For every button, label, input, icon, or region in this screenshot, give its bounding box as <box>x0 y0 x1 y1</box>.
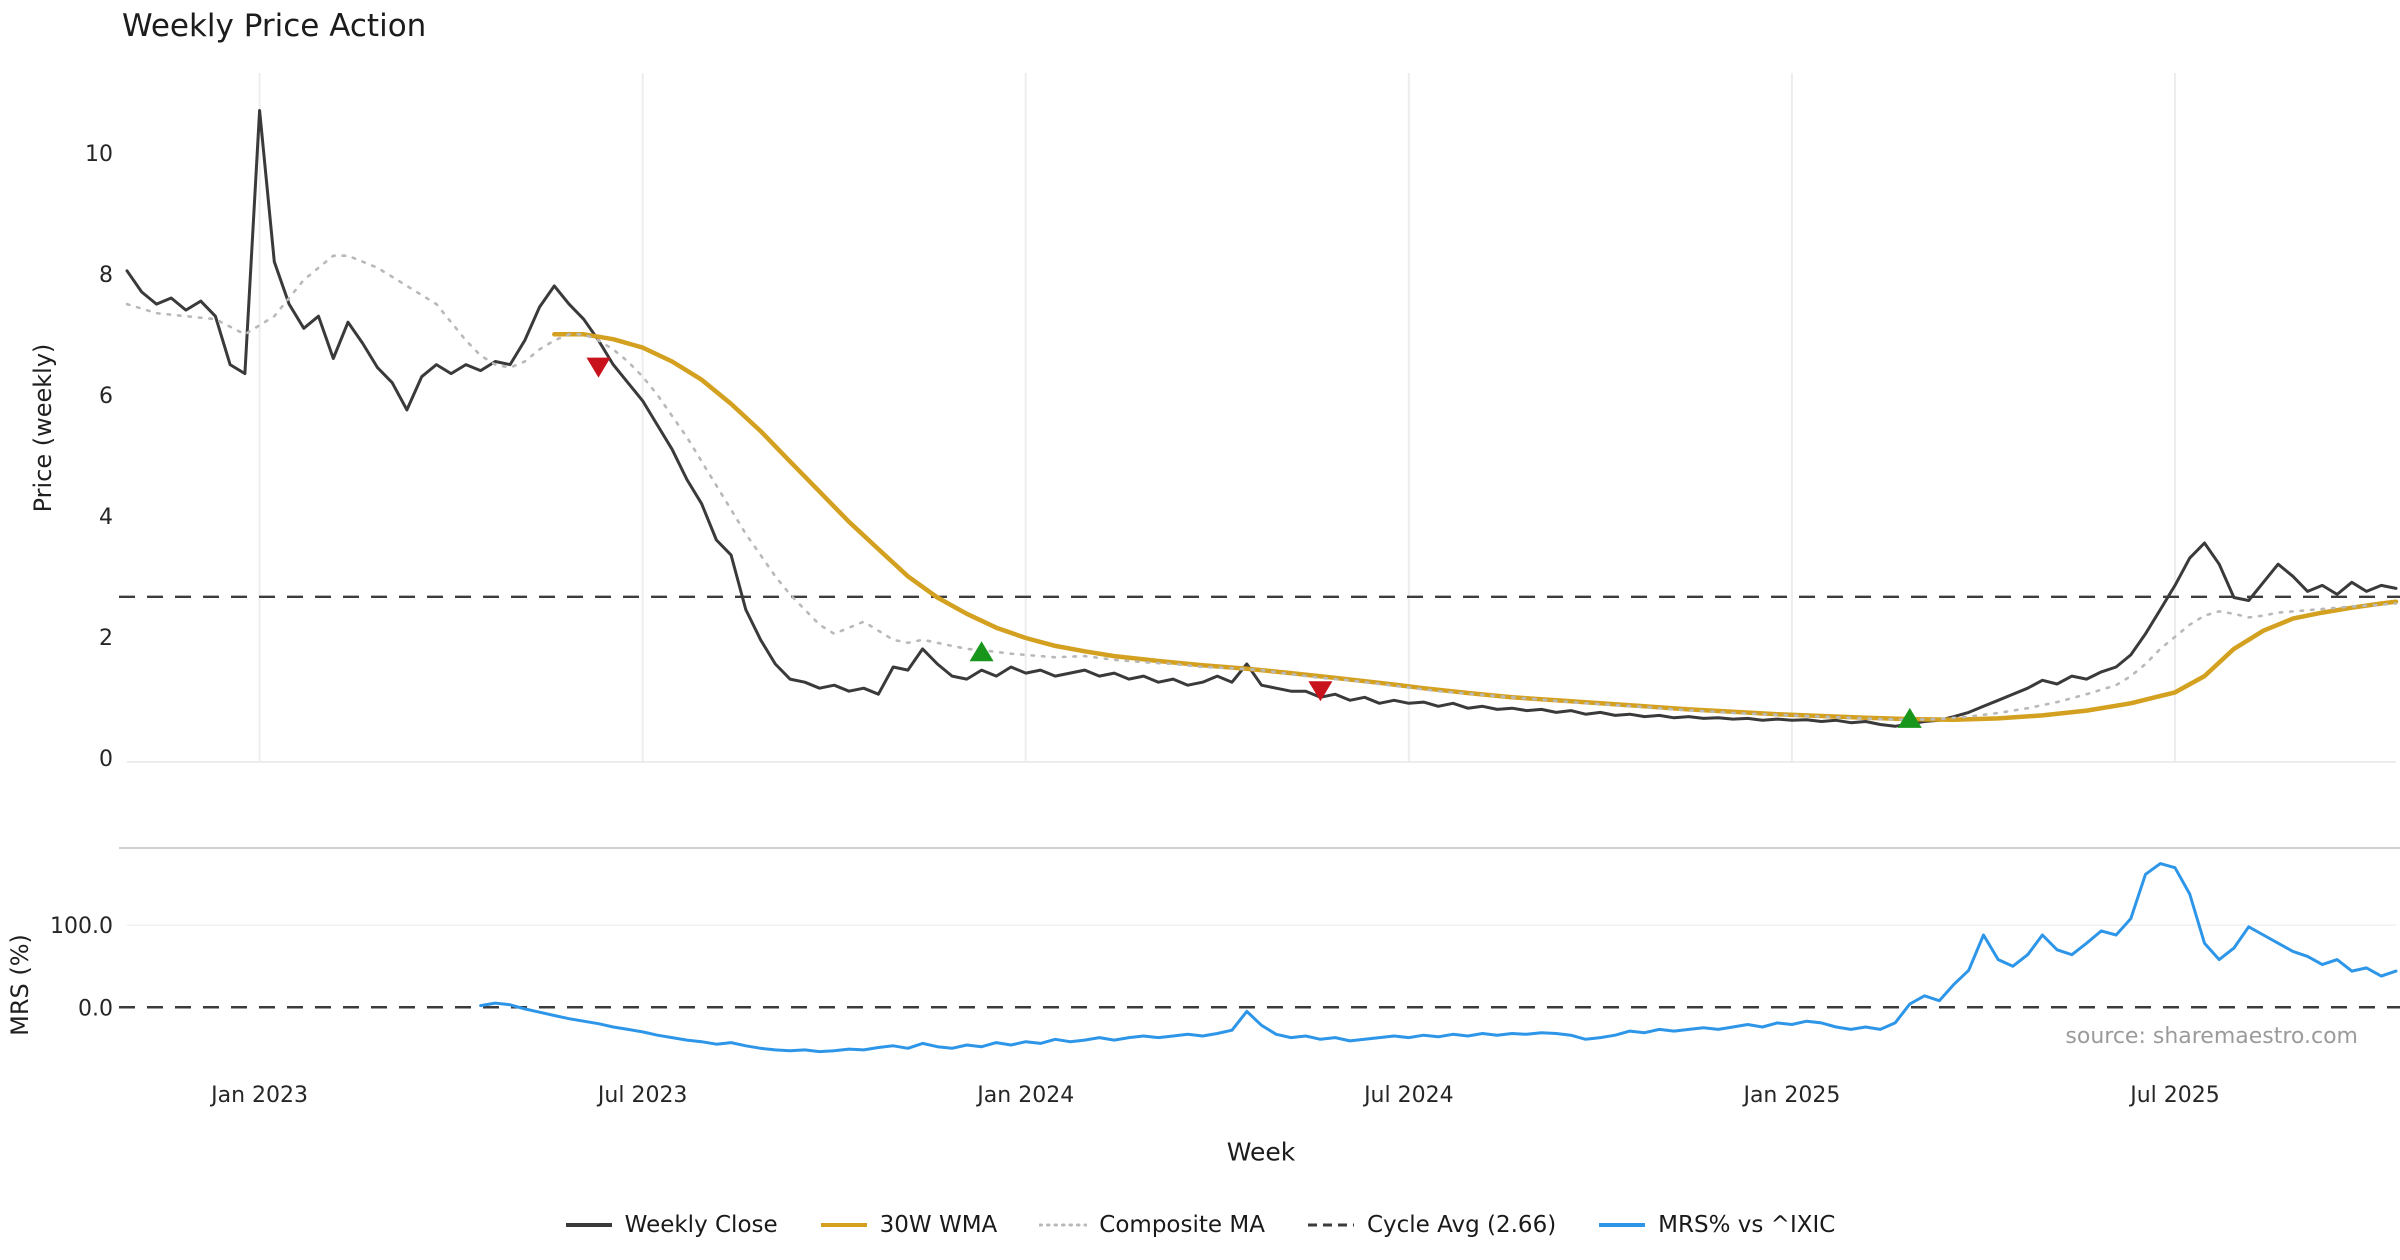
mrs-vs-ixic-legend-swatch <box>1599 1223 1646 1227</box>
x-tick-label: Jul 2025 <box>2128 1083 2220 1108</box>
y-tick-label: 4 <box>99 505 113 530</box>
y-tick-label: 2 <box>99 626 113 651</box>
price-axis-label: Price (weekly) <box>29 343 57 513</box>
x-axis-label: Week <box>1226 1137 1296 1167</box>
mrs-vs-ixic-line <box>479 862 2398 1054</box>
y-tick-label: 100.0 <box>50 914 113 939</box>
30w-wma-line <box>552 332 2399 722</box>
buy-signal-marker <box>1897 707 1922 728</box>
y-tick-label: 8 <box>99 263 113 288</box>
legend-item-30w-wma: 30W WMA <box>820 1212 998 1238</box>
x-tick-label: Jan 2023 <box>209 1083 308 1108</box>
legend-label: 30W WMA <box>879 1212 998 1238</box>
mrs-axis-label: MRS (%) <box>6 934 34 1036</box>
composite-ma-legend-swatch <box>1039 1223 1088 1227</box>
legend-item-composite-ma: Composite MA <box>1039 1212 1265 1238</box>
composite-ma-line <box>125 254 2398 721</box>
source-watermark: source: sharemaestro.com <box>2065 1024 2358 1049</box>
chart-legend: Weekly Close 30W WMA Composite MA Cycle Avg… <box>0 1212 2400 1238</box>
legend-label: Weekly Close <box>624 1212 778 1238</box>
x-tick-label: Jan 2025 <box>1741 1083 1840 1108</box>
legend-label: Composite MA <box>1099 1212 1265 1238</box>
sell-signal-marker <box>1308 681 1333 702</box>
y-tick-label: 0.0 <box>78 996 113 1021</box>
weekly-close-line <box>125 109 2398 728</box>
y-tick-label: 0 <box>99 747 113 772</box>
sell-signal-marker <box>586 357 611 378</box>
y-tick-label: 10 <box>85 142 113 167</box>
legend-label: MRS% vs ^IXIC <box>1658 1212 1836 1238</box>
30w-wma-legend-swatch <box>820 1223 867 1227</box>
y-tick-label: 6 <box>99 384 113 409</box>
legend-item-cycle-avg-2-66: Cycle Avg (2.66) <box>1307 1212 1556 1238</box>
chart-title: Weekly Price Action <box>122 8 427 44</box>
weekly-close-legend-swatch <box>565 1223 612 1227</box>
x-tick-label: Jan 2024 <box>975 1083 1074 1108</box>
legend-label: Cycle Avg (2.66) <box>1366 1212 1557 1238</box>
legend-item-weekly-close: Weekly Close <box>565 1212 778 1238</box>
x-tick-label: Jul 2024 <box>1362 1083 1454 1108</box>
buy-signal-marker <box>969 641 994 662</box>
cycle-avg-2-66-legend-swatch <box>1307 1223 1354 1227</box>
legend-item-mrs-vs-ixic: MRS% vs ^IXIC <box>1598 1212 1835 1238</box>
x-tick-label: Jul 2023 <box>596 1083 688 1108</box>
